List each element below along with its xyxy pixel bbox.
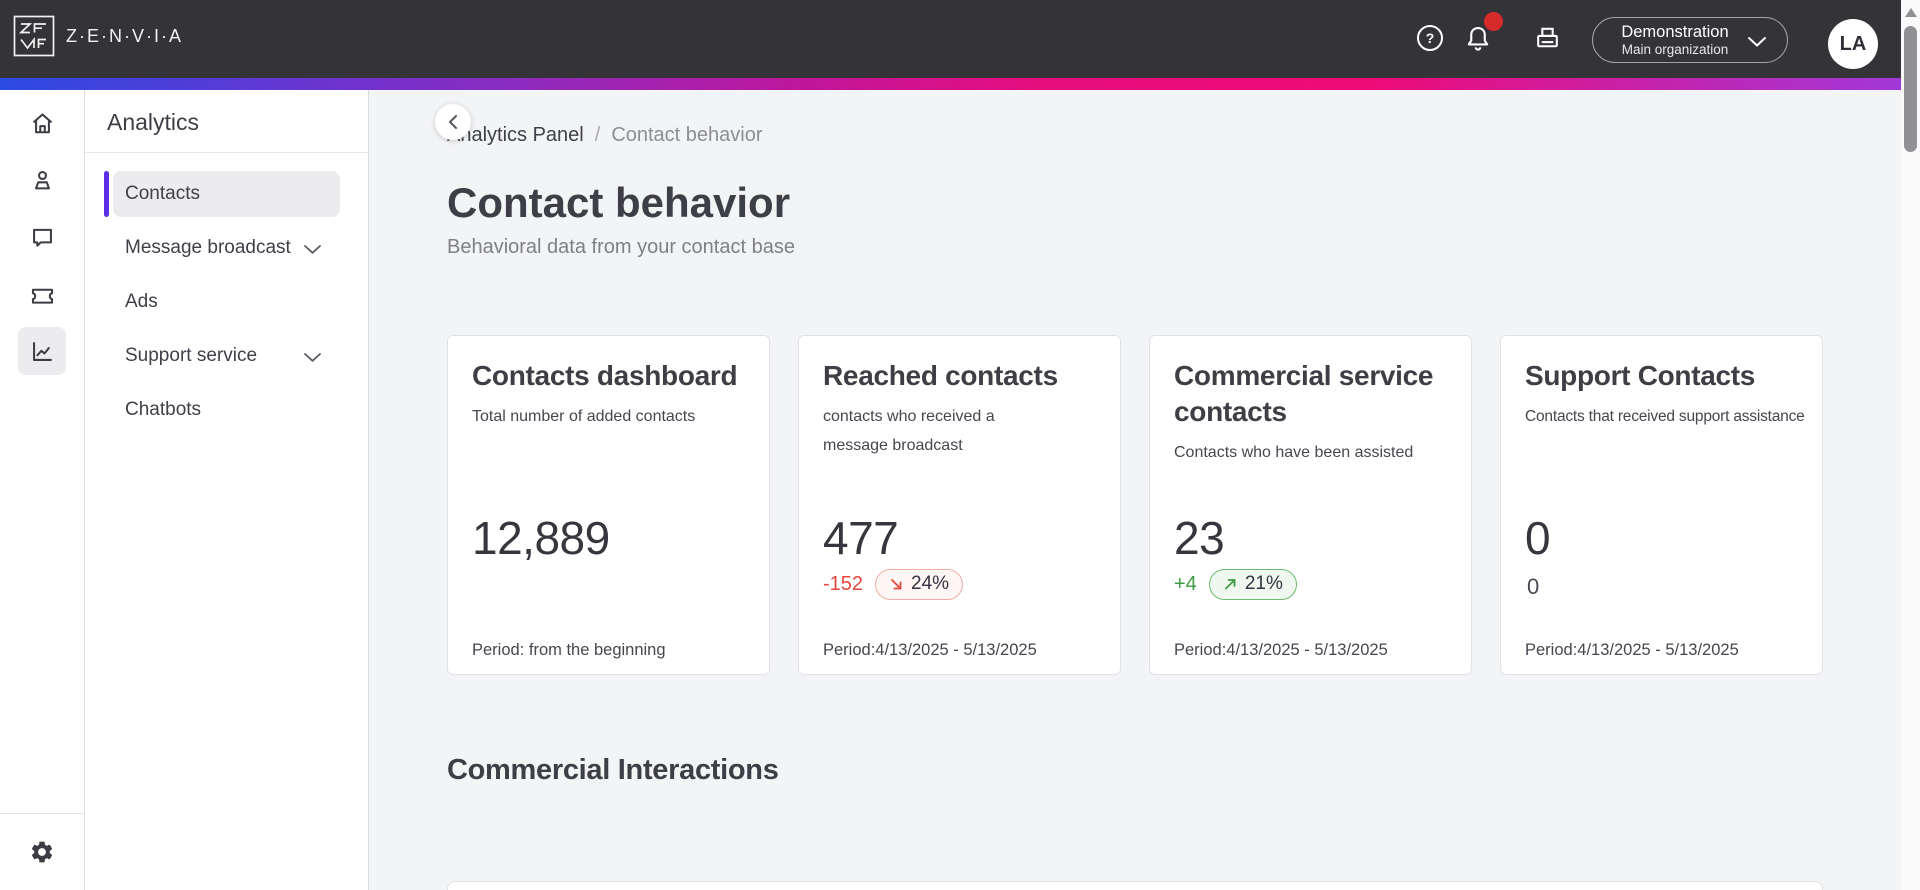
- menu-item-ads[interactable]: Ads: [125, 291, 158, 312]
- card-period: Period:4/13/2025 - 5/13/2025: [1525, 641, 1739, 659]
- user-avatar[interactable]: LA: [1828, 19, 1878, 69]
- chat-icon: [32, 228, 52, 247]
- page-subtitle: Behavioral data from your contact base: [447, 236, 795, 258]
- rail-item-contacts[interactable]: [18, 156, 66, 204]
- card-description: Contacts that received support assistanc…: [1525, 408, 1805, 425]
- scrollbar-thumb[interactable]: [1904, 26, 1917, 152]
- rail-item-analytics[interactable]: [18, 327, 66, 375]
- trend-badge-down: 24%: [875, 568, 964, 600]
- card-period: Period: from the beginning: [472, 641, 666, 659]
- card-value: 23: [1174, 512, 1225, 564]
- breadcrumb-analytics-panel[interactable]: Analytics Panel: [447, 124, 584, 146]
- card-period: Period:4/13/2025 - 5/13/2025: [823, 641, 1037, 659]
- notifications-icon[interactable]: [1463, 24, 1493, 54]
- section-title: Commercial Interactions: [447, 754, 779, 786]
- panel-title: Analytics: [107, 109, 200, 135]
- svg-text:?: ?: [1426, 30, 1435, 46]
- commercial-interactions-card: [447, 881, 1823, 890]
- organization-selector[interactable]: Demonstration Main organization: [1592, 17, 1788, 63]
- card-contacts-dashboard: Contacts dashboard Total number of added…: [447, 335, 770, 675]
- rail-item-conversations[interactable]: [18, 213, 66, 261]
- brand-gradient-bar: [0, 78, 1901, 90]
- brand[interactable]: Z·E·N·V·I·A: [13, 15, 183, 57]
- chevron-down-icon: [303, 244, 322, 255]
- card-reached-contacts: Reached contacts contacts who received a…: [798, 335, 1121, 675]
- delta-value: -152: [823, 572, 864, 595]
- scroll-up-arrow[interactable]: [1904, 8, 1917, 17]
- breadcrumb-current: Contact behavior: [611, 124, 763, 146]
- rail-item-settings[interactable]: [18, 828, 66, 876]
- trend-badge-up: 21%: [1208, 568, 1297, 600]
- icon-rail: [0, 90, 85, 890]
- rail-item-sales[interactable]: [18, 270, 66, 318]
- home-icon: [32, 112, 52, 133]
- card-value: 477: [823, 512, 899, 564]
- card-description: Total number of added contacts: [472, 408, 696, 425]
- analytics-icon: [32, 341, 52, 361]
- card-support-contacts: Support Contacts Contacts that received …: [1500, 335, 1823, 675]
- badge-percent: 21%: [1244, 573, 1283, 594]
- page-scrollbar[interactable]: [1901, 0, 1920, 890]
- chevron-down-icon: [1747, 36, 1767, 48]
- notification-badge: [1484, 12, 1503, 31]
- organization-subtitle: Main organization: [1621, 41, 1729, 57]
- card-value: 12,889: [472, 512, 610, 564]
- menu-item-chatbots[interactable]: Chatbots: [125, 399, 202, 420]
- menu-item-message-broadcast[interactable]: Message broadcast: [113, 225, 340, 271]
- chevron-down-icon: [303, 352, 322, 363]
- page-title: Contact behavior: [447, 179, 791, 226]
- card-value: 0: [1525, 512, 1551, 564]
- active-indicator: [104, 171, 109, 217]
- print-icon[interactable]: [1532, 23, 1563, 54]
- card-period: Period:4/13/2025 - 5/13/2025: [1174, 641, 1388, 659]
- person-icon: [34, 170, 50, 189]
- analytics-menu: Contacts Message broadcast Ads Support s…: [85, 153, 368, 433]
- card-secondary-value: 0: [1527, 574, 1540, 599]
- gear-icon: [31, 841, 53, 863]
- card-title: Commercial service contacts: [1174, 360, 1434, 427]
- breadcrumb-separator: /: [594, 124, 601, 146]
- brand-name: Z·E·N·V·I·A: [66, 25, 183, 46]
- panel-divider: [85, 152, 368, 153]
- card-title: Reached contacts: [823, 360, 1058, 391]
- top-bar: Z·E·N·V·I·A ? Demonstration Main organiz…: [0, 0, 1901, 78]
- menu-item-contacts[interactable]: Contacts: [104, 171, 340, 217]
- main-content: Analytics Panel / Contact behavior Conta…: [369, 90, 1901, 890]
- card-trend-row: -152 24%: [823, 568, 964, 600]
- menu-item-support-service[interactable]: Support service: [113, 333, 340, 379]
- zenvia-logo-icon: [13, 15, 55, 57]
- card-trend-row: +4 21%: [1174, 568, 1297, 600]
- arrow-up-right-icon: [1224, 578, 1236, 589]
- delta-value: +4: [1174, 572, 1197, 595]
- kpi-cards-row: Contacts dashboard Total number of added…: [447, 335, 1823, 675]
- organization-name: Demonstration: [1621, 22, 1729, 41]
- card-title: Contacts dashboard: [472, 360, 738, 391]
- ticket-icon: [31, 288, 53, 304]
- breadcrumb: Analytics Panel / Contact behavior: [447, 124, 1823, 147]
- card-description: contacts who received a message broadcas…: [823, 408, 995, 454]
- card-commercial-service-contacts: Commercial service contacts Contacts who…: [1149, 335, 1472, 675]
- rail-item-home[interactable]: [18, 99, 66, 147]
- card-title: Support Contacts: [1525, 360, 1756, 391]
- chevron-left-icon: [449, 115, 457, 129]
- analytics-panel: Analytics Contacts Message broadcast Ads…: [85, 90, 471, 890]
- arrow-down-right-icon: [891, 578, 902, 589]
- card-description: Contacts who have been assisted: [1174, 444, 1414, 461]
- rail-divider: [0, 813, 84, 814]
- help-icon[interactable]: ?: [1416, 24, 1444, 52]
- collapse-panel-button[interactable]: [435, 104, 471, 140]
- badge-percent: 24%: [911, 573, 950, 594]
